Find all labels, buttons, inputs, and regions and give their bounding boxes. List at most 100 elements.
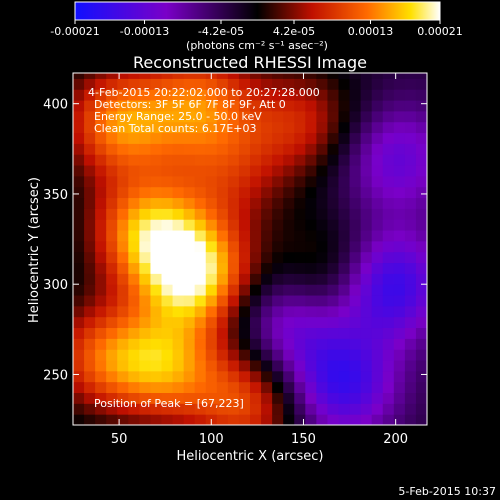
heatmap-cell (382, 295, 395, 307)
heatmap-cell (360, 305, 373, 318)
heatmap-cell (238, 230, 251, 242)
heatmap-cell (415, 295, 427, 307)
heatmap-cell (371, 121, 384, 134)
heatmap-cell (283, 251, 295, 264)
heatmap-cell (305, 230, 317, 242)
heatmap-cell (161, 305, 174, 318)
heatmap-cell (338, 89, 351, 101)
heatmap-cell (139, 165, 151, 177)
heatmap-cell (294, 305, 306, 318)
heatmap-cell (150, 403, 162, 415)
heatmap-cell (393, 219, 406, 231)
heatmap-cell (360, 262, 373, 274)
heatmap-cell (272, 175, 284, 188)
heatmap-cell (404, 414, 417, 425)
heatmap-cell (128, 78, 140, 90)
heatmap-cell (95, 165, 107, 177)
heatmap-cell (250, 251, 262, 264)
heatmap-cell (205, 360, 218, 372)
heatmap-cell (139, 392, 151, 404)
annotation-counts: Clean Total counts: 6.17E+03 (94, 122, 257, 135)
heatmap-cell (172, 295, 185, 307)
heatmap-cell (216, 143, 229, 155)
heatmap-cell (283, 89, 295, 101)
x-tick-label: 150 (291, 432, 316, 447)
heatmap-cell (161, 186, 174, 199)
heatmap-cell (205, 89, 218, 101)
heatmap-cell (316, 327, 328, 339)
heatmap-cell (415, 316, 427, 329)
heatmap-cell (205, 186, 218, 199)
heatmap-cell (139, 305, 151, 318)
heatmap-cell (349, 197, 362, 209)
heatmap-cell (73, 197, 85, 209)
heatmap-cell (250, 414, 262, 425)
heatmap-cell (382, 154, 395, 166)
heatmap-cell (316, 219, 328, 231)
heatmap-cell (338, 360, 351, 372)
heatmap-cell (161, 295, 174, 307)
annotation-detectors: Detectors: 3F 5F 6F 7F 8F 9F, Att 0 (94, 98, 286, 111)
heatmap-cell (393, 121, 406, 134)
heatmap-cell (117, 251, 129, 264)
heatmap-cell (227, 110, 240, 123)
heatmap-cell (128, 175, 140, 188)
heatmap-cell (128, 165, 140, 177)
heatmap-cell (227, 381, 240, 394)
heatmap-cell (382, 338, 395, 350)
heatmap-cell (84, 100, 96, 112)
heatmap-cell (117, 316, 129, 329)
heatmap-cell (283, 381, 295, 394)
heatmap-cell (216, 403, 229, 415)
heatmap-cell (338, 219, 351, 231)
heatmap-cell (95, 316, 107, 329)
heatmap-cell (106, 197, 118, 209)
heatmap-cell (305, 305, 317, 318)
heatmap-cell (172, 89, 185, 101)
y-tick-label: 300 (43, 278, 68, 293)
heatmap-cell (393, 78, 406, 90)
heatmap-cell (194, 175, 207, 188)
heatmap-cell (272, 100, 284, 112)
heatmap-cell (73, 370, 85, 383)
heatmap-cell (360, 273, 373, 285)
heatmap-cell (139, 251, 151, 264)
heatmap-cell (238, 403, 251, 415)
heatmap-cell (73, 240, 85, 253)
heatmap-cell (305, 186, 317, 199)
heatmap-cell (415, 403, 427, 415)
colorbar-tick-label: 4.2e-05 (273, 25, 315, 38)
heatmap-cell (106, 295, 118, 307)
heatmap-cell (305, 208, 317, 220)
heatmap-cell (227, 100, 240, 112)
heatmap-cell (338, 78, 351, 90)
heatmap-cell (238, 338, 251, 350)
heatmap-cell (84, 110, 96, 123)
heatmap-cell (106, 175, 118, 188)
heatmap-cell (161, 110, 174, 123)
heatmap-cell (205, 121, 218, 134)
heatmap-cell (183, 121, 196, 134)
heatmap-cell (349, 230, 362, 242)
heatmap-cell (161, 327, 174, 339)
heatmap-cell (261, 327, 273, 339)
heatmap-cell (139, 284, 151, 296)
heatmap-cell (415, 197, 427, 209)
heatmap-cell (294, 392, 306, 404)
heatmap-cell (338, 100, 351, 112)
heatmap-cell (150, 305, 162, 318)
peak-position: Position of Peak = [67,223] (94, 397, 244, 410)
heatmap-cell (117, 154, 129, 166)
heatmap-cell (227, 349, 240, 361)
heatmap-cell (216, 89, 229, 101)
heatmap-cell (205, 316, 218, 329)
heatmap-cell (194, 273, 207, 285)
colorbar-gradient (74, 1, 441, 21)
y-axis: 250 300 350 400 (43, 98, 427, 383)
heatmap-cell (238, 154, 251, 166)
heatmap-cell (382, 414, 395, 425)
heatmap-cell (172, 219, 185, 231)
heatmap-cell (106, 208, 118, 220)
heatmap-cell (106, 100, 118, 112)
